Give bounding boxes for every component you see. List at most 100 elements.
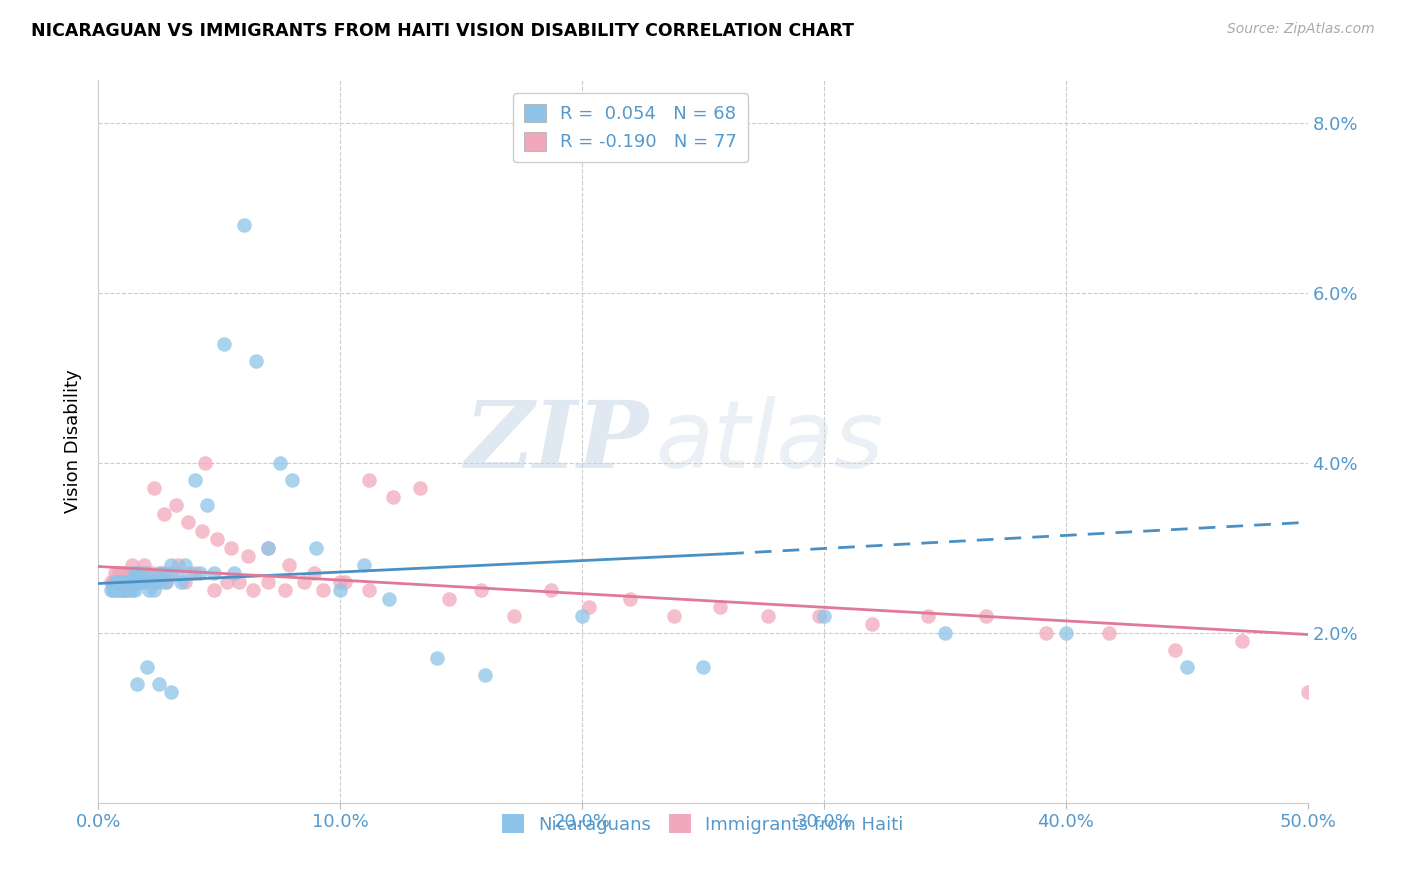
Point (101, 574, 124, 589)
Point (155, 574, 177, 589)
Point (1098, 625, 1121, 640)
Point (808, 608, 831, 623)
Text: Source: ZipAtlas.com: Source: ZipAtlas.com (1227, 22, 1375, 37)
Point (101, 583, 124, 598)
Point (503, 608, 526, 623)
Point (1232, 634, 1254, 648)
Point (813, 608, 835, 623)
Point (150, 574, 173, 589)
Point (269, 456, 291, 470)
Point (117, 583, 139, 598)
Point (111, 583, 134, 598)
Point (692, 660, 714, 674)
Point (148, 566, 170, 581)
Text: NICARAGUAN VS IMMIGRANTS FROM HAITI VISION DISABILITY CORRELATION CHART: NICARAGUAN VS IMMIGRANTS FROM HAITI VISI… (31, 22, 853, 40)
Point (165, 498, 187, 512)
Point (127, 566, 149, 581)
Point (104, 566, 127, 581)
Point (215, 574, 238, 589)
Point (107, 583, 129, 598)
Point (111, 574, 134, 589)
Point (204, 566, 226, 581)
Point (121, 574, 143, 589)
Point (205, 533, 228, 547)
Legend: Nicaraguans, Immigrants from Haiti: Nicaraguans, Immigrants from Haiti (495, 807, 911, 841)
Point (256, 541, 278, 555)
Point (377, 591, 399, 606)
Point (128, 566, 150, 581)
Point (312, 583, 335, 598)
Point (160, 566, 183, 581)
Point (437, 591, 460, 606)
Point (409, 481, 432, 495)
Point (292, 574, 315, 589)
Point (709, 600, 731, 615)
Point (179, 566, 201, 581)
Point (333, 574, 356, 589)
Point (104, 574, 127, 589)
Point (756, 608, 779, 623)
Point (177, 516, 200, 530)
Point (104, 583, 127, 598)
Point (470, 583, 492, 598)
Point (184, 473, 207, 487)
Point (221, 541, 243, 555)
Point (114, 574, 136, 589)
Point (278, 558, 301, 572)
Point (127, 574, 149, 589)
Point (114, 566, 136, 581)
Point (194, 456, 217, 470)
Point (188, 566, 211, 581)
Point (121, 574, 143, 589)
Point (134, 574, 156, 589)
Point (195, 498, 218, 512)
Point (540, 583, 562, 598)
Point (1175, 660, 1198, 674)
Point (353, 558, 375, 572)
Point (111, 583, 134, 598)
Point (111, 566, 134, 581)
Point (108, 583, 131, 598)
Point (359, 473, 381, 487)
Point (131, 566, 153, 581)
Point (100, 574, 122, 589)
Point (114, 583, 136, 598)
Point (111, 574, 134, 589)
Point (152, 566, 174, 581)
Point (124, 583, 146, 598)
Point (860, 617, 883, 632)
Point (238, 549, 260, 564)
Point (135, 566, 157, 581)
Point (127, 677, 149, 691)
Point (117, 566, 139, 581)
Point (1296, 685, 1319, 699)
Point (382, 490, 405, 504)
Point (204, 583, 226, 598)
Point (108, 574, 131, 589)
Point (305, 541, 328, 555)
Point (127, 566, 149, 581)
Point (571, 608, 593, 623)
Point (114, 574, 136, 589)
Point (256, 541, 278, 555)
Point (117, 574, 139, 589)
Point (578, 600, 600, 615)
Point (104, 574, 127, 589)
Point (118, 566, 141, 581)
Point (152, 507, 174, 521)
Point (121, 583, 143, 598)
Point (124, 566, 146, 581)
Point (131, 574, 153, 589)
Point (167, 558, 190, 572)
Point (662, 608, 685, 623)
Point (1163, 642, 1185, 657)
Text: atlas: atlas (655, 396, 883, 487)
Point (134, 566, 156, 581)
Point (174, 558, 197, 572)
Y-axis label: Vision Disability: Vision Disability (65, 369, 83, 514)
Point (934, 625, 956, 640)
Point (256, 574, 278, 589)
Point (118, 583, 141, 598)
Point (273, 583, 295, 598)
Point (191, 524, 214, 538)
